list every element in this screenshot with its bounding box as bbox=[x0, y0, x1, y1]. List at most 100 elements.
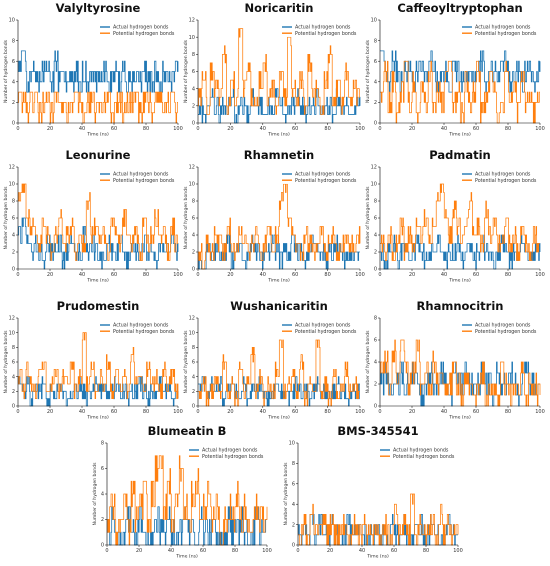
series-line-potential bbox=[107, 455, 268, 546]
x-tick-label: 80 bbox=[143, 126, 149, 132]
y-tick-label: 12 bbox=[189, 316, 195, 322]
legend-label-actual: Actual hydrogen bonds bbox=[475, 172, 531, 178]
x-tick-label: 60 bbox=[391, 548, 397, 554]
y-tick-label: 8 bbox=[12, 38, 15, 44]
y-tick-label: 4 bbox=[192, 374, 195, 380]
y-tick-label: 12 bbox=[189, 18, 195, 24]
panel-title: Valyltyrosine bbox=[56, 1, 141, 15]
series-line-potential bbox=[380, 60, 540, 124]
legend-label-actual: Actual hydrogen bonds bbox=[295, 25, 351, 31]
legend-label-potential: Potential hydrogen bonds bbox=[475, 31, 537, 37]
x-tick-label: 100 bbox=[535, 126, 545, 132]
y-tick-label: 12 bbox=[189, 165, 195, 171]
x-tick-label: 60 bbox=[200, 548, 206, 554]
y-tick-label: 6 bbox=[192, 69, 195, 75]
y-tick-label: 2 bbox=[374, 100, 377, 106]
y-tick-label: 10 bbox=[371, 18, 377, 24]
legend-box bbox=[460, 320, 539, 335]
series-line-potential bbox=[18, 91, 178, 124]
y-tick-label: 0 bbox=[192, 267, 195, 273]
x-tick-label: 0 bbox=[196, 126, 199, 132]
y-tick-label: 10 bbox=[9, 182, 15, 188]
y-tick-label: 0 bbox=[12, 404, 15, 410]
x-tick-label: 80 bbox=[324, 409, 330, 415]
x-tick-label: 40 bbox=[79, 272, 85, 278]
panel-8: Wushanicaritin 0 20 40 60 80 100 0 2 4 6 8 10 12 Time … bbox=[183, 299, 365, 421]
y-tick-label: 0 bbox=[12, 121, 15, 127]
x-tick-label: 0 bbox=[196, 409, 199, 415]
y-axis-label: Number of hydrogen bonds bbox=[3, 330, 9, 394]
y-axis-label: Number of hydrogen bonds bbox=[183, 39, 189, 103]
y-tick-label: 10 bbox=[189, 182, 195, 188]
panel-7: Prudomestin 0 20 40 60 80 100 0 2 4 6 8 10 12 Time (ns… bbox=[3, 299, 183, 421]
y-tick-label: 6 bbox=[374, 59, 377, 65]
legend-label-actual: Actual hydrogen bonds bbox=[295, 323, 351, 329]
panel-6: Padmatin 0 20 40 60 80 100 0 2 4 6 8 10 12 Time (ns) Nu… bbox=[365, 148, 545, 284]
x-tick-label: 60 bbox=[111, 409, 117, 415]
y-tick-label: 4 bbox=[374, 360, 377, 366]
legend-box bbox=[98, 169, 177, 184]
y-tick-label: 2 bbox=[12, 389, 15, 395]
legend-label-potential: Potential hydrogen bonds bbox=[295, 31, 357, 37]
panel-5: Rhamnetin 0 20 40 60 80 100 0 2 4 6 8 10 12 Time (ns) N… bbox=[183, 148, 365, 284]
x-tick-label: 0 bbox=[105, 548, 108, 554]
y-tick-label: 2 bbox=[292, 522, 295, 528]
x-tick-label: 100 bbox=[173, 409, 183, 415]
x-tick-label: 0 bbox=[378, 409, 381, 415]
y-tick-label: 4 bbox=[192, 233, 195, 239]
legend-box bbox=[187, 445, 266, 460]
x-tick-label: 20 bbox=[227, 272, 233, 278]
y-tick-label: 6 bbox=[374, 338, 377, 344]
x-tick-label: 100 bbox=[355, 409, 365, 415]
y-tick-label: 2 bbox=[374, 382, 377, 388]
y-tick-label: 10 bbox=[189, 35, 195, 41]
series-line-potential bbox=[380, 183, 540, 261]
panel-1: Valyltyrosine 0 20 40 60 80 100 0 2 4 6 8 10 Time (ns… bbox=[3, 1, 183, 138]
x-tick-label: 0 bbox=[378, 272, 381, 278]
legend-label-potential: Potential hydrogen bonds bbox=[113, 329, 175, 335]
x-tick-label: 20 bbox=[47, 126, 53, 132]
panel-10: Blumeatin B 0 20 40 60 80 100 0 2 4 6 8 Time (ns) Num… bbox=[92, 424, 272, 560]
y-tick-label: 2 bbox=[374, 250, 377, 256]
y-tick-label: 12 bbox=[9, 165, 15, 171]
x-tick-label: 60 bbox=[111, 126, 117, 132]
legend-label-potential: Potential hydrogen bonds bbox=[295, 178, 357, 184]
y-tick-label: 6 bbox=[12, 360, 15, 366]
panel-title: Leonurine bbox=[65, 148, 130, 162]
x-tick-label: 80 bbox=[143, 409, 149, 415]
x-tick-label: 0 bbox=[16, 272, 19, 278]
x-axis-label: Time (ns) bbox=[86, 278, 109, 284]
legend-label-actual: Actual hydrogen bonds bbox=[113, 25, 169, 31]
x-tick-label: 40 bbox=[260, 126, 266, 132]
legend-box bbox=[280, 320, 359, 335]
y-tick-label: 8 bbox=[192, 199, 195, 205]
panel-title: Blumeatin B bbox=[148, 424, 227, 438]
x-tick-label: 100 bbox=[535, 409, 545, 415]
series-line-actual bbox=[198, 376, 360, 407]
y-tick-label: 6 bbox=[101, 466, 104, 472]
series-line-potential bbox=[298, 493, 459, 546]
x-tick-label: 80 bbox=[505, 272, 511, 278]
panel-title: Prudomestin bbox=[57, 299, 140, 313]
y-tick-label: 2 bbox=[192, 104, 195, 110]
x-tick-label: 0 bbox=[378, 126, 381, 132]
y-tick-label: 2 bbox=[192, 389, 195, 395]
x-tick-label: 100 bbox=[355, 126, 365, 132]
x-tick-label: 20 bbox=[136, 548, 142, 554]
x-tick-label: 80 bbox=[143, 272, 149, 278]
x-tick-label: 40 bbox=[260, 272, 266, 278]
legend-label-actual: Actual hydrogen bonds bbox=[202, 448, 258, 454]
series-line-potential bbox=[198, 28, 360, 115]
series-line-potential bbox=[198, 339, 360, 407]
x-axis-label: Time (ns) bbox=[267, 415, 290, 421]
x-tick-label: 20 bbox=[409, 126, 415, 132]
panel-4: Leonurine 0 20 40 60 80 100 0 2 4 6 8 10 12 Time (ns) N… bbox=[3, 148, 183, 284]
y-tick-label: 0 bbox=[374, 267, 377, 273]
legend-box bbox=[460, 22, 539, 37]
x-tick-label: 60 bbox=[292, 126, 298, 132]
x-axis-label: Time (ns) bbox=[175, 554, 198, 560]
series-line-potential bbox=[198, 183, 361, 270]
x-tick-label: 0 bbox=[296, 548, 299, 554]
y-tick-label: 8 bbox=[374, 199, 377, 205]
panel-title: Wushanicaritin bbox=[230, 299, 328, 313]
